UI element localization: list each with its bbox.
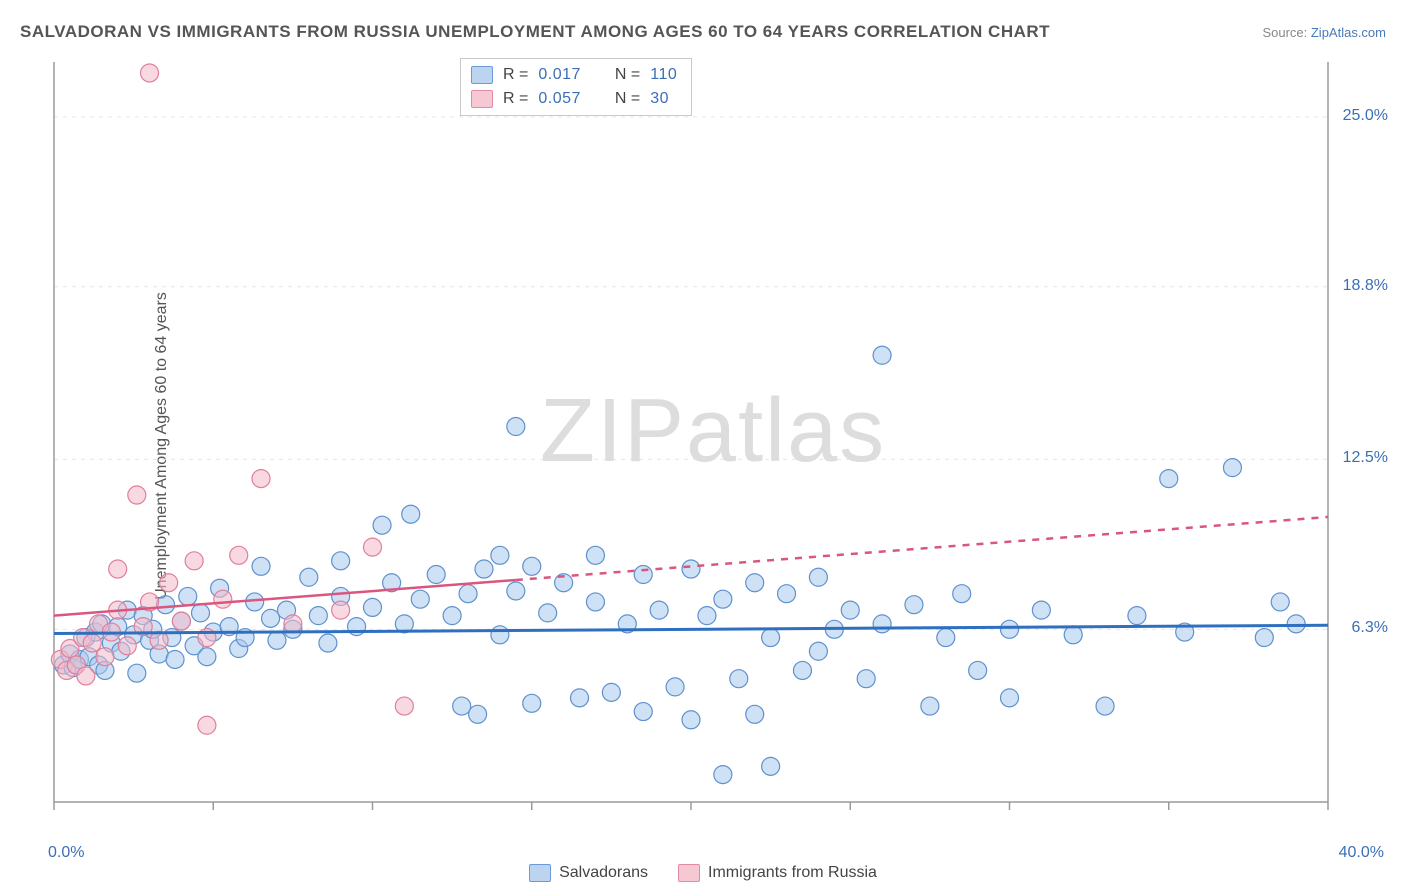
source-link[interactable]: ZipAtlas.com xyxy=(1311,25,1386,40)
x-axis-start-label: 0.0% xyxy=(48,844,84,862)
source-label: Source: ZipAtlas.com xyxy=(1262,25,1386,40)
legend-row: R = 0.057 N = 30 xyxy=(471,87,677,111)
legend-swatch-pink xyxy=(471,90,493,108)
r-value-pink: 0.057 xyxy=(538,90,581,108)
n-value-blue: 110 xyxy=(650,66,677,84)
legend-label-russia: Immigrants from Russia xyxy=(708,864,877,882)
legend-label-salvadorans: Salvadorans xyxy=(559,864,648,882)
chart-area xyxy=(48,56,1386,826)
y-tick-label: 6.3% xyxy=(1352,619,1388,637)
n-label: N = xyxy=(615,90,640,108)
chart-title: SALVADORAN VS IMMIGRANTS FROM RUSSIA UNE… xyxy=(20,22,1050,42)
correlation-legend: R = 0.017 N = 110 R = 0.057 N = 30 xyxy=(460,58,692,116)
series-legend: Salvadorans Immigrants from Russia xyxy=(0,864,1406,882)
y-tick-label: 12.5% xyxy=(1343,449,1388,467)
r-value-blue: 0.017 xyxy=(538,66,581,84)
legend-swatch-blue xyxy=(471,66,493,84)
scatter-plot-svg xyxy=(48,56,1386,826)
legend-item: Immigrants from Russia xyxy=(678,864,877,882)
r-label: R = xyxy=(503,90,528,108)
legend-swatch-blue xyxy=(529,864,551,882)
y-tick-label: 18.8% xyxy=(1343,277,1388,295)
y-tick-label: 25.0% xyxy=(1343,107,1388,125)
x-axis-end-label: 40.0% xyxy=(1339,844,1384,862)
r-label: R = xyxy=(503,66,528,84)
n-value-pink: 30 xyxy=(650,90,669,108)
legend-swatch-pink xyxy=(678,864,700,882)
n-label: N = xyxy=(615,66,640,84)
source-prefix: Source: xyxy=(1262,25,1310,40)
legend-row: R = 0.017 N = 110 xyxy=(471,63,677,87)
legend-item: Salvadorans xyxy=(529,864,648,882)
